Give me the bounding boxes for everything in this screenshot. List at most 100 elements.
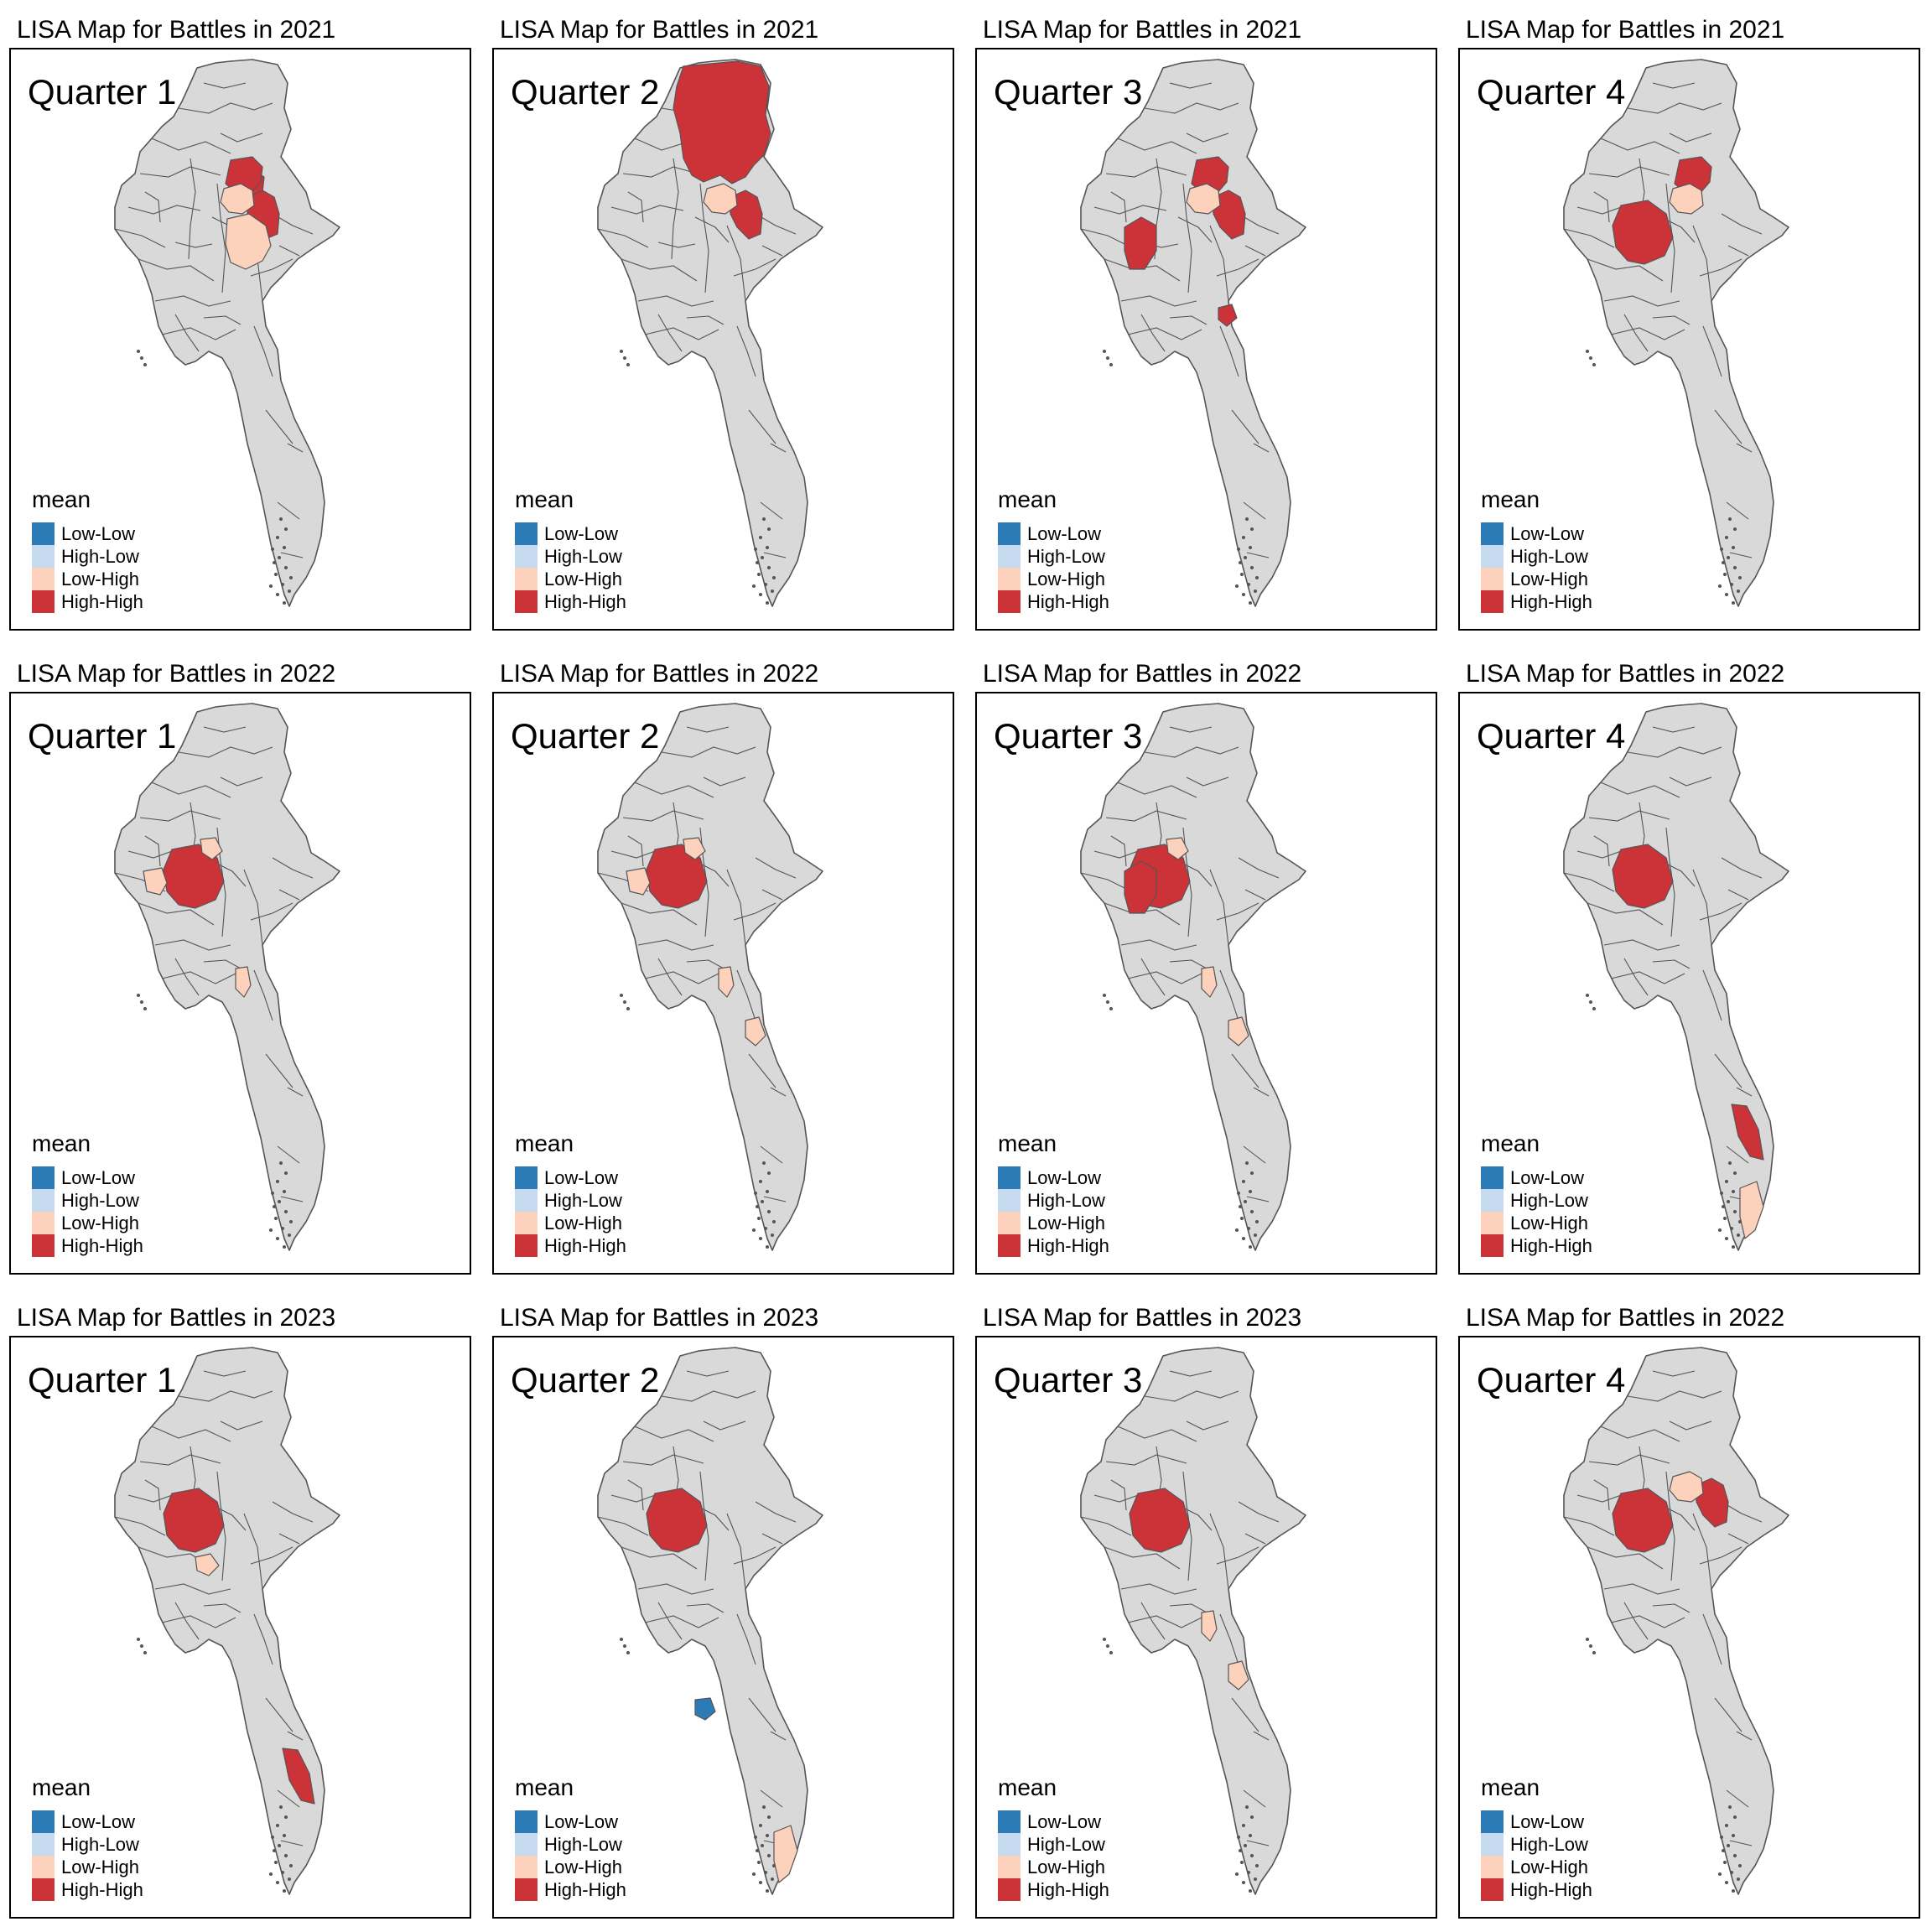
region-sagaing-central [646,1488,708,1553]
lisa-map-panel: LISA Map for Battles in 2021 Quarter 4 m… [1449,0,1932,644]
division-boundary [627,191,644,223]
division-boundary [1209,1513,1229,1590]
division-boundary [694,216,730,243]
island-mark [764,1871,767,1874]
division-boundary [1127,971,1202,984]
division-boundary [634,782,714,798]
island-mark [1738,576,1742,579]
legend-swatch [515,1189,538,1212]
island-mark [1254,589,1257,593]
island-mark [281,1227,284,1230]
division-boundary [138,902,215,926]
island-mark [140,1644,143,1648]
division-boundary [1246,1196,1270,1202]
region-mandalay-north [703,183,738,215]
island-mark [756,561,759,564]
legend-label: Low-Low [1510,1811,1585,1832]
division-boundary [203,959,242,969]
division-boundary [1692,869,1712,946]
island-mark [759,593,762,596]
division-boundary [1727,889,1749,901]
island-mark [274,1217,278,1220]
region-sagaing-central [1612,844,1674,909]
island-mark [1733,527,1737,531]
division-boundary [287,443,304,453]
island-mark [283,1190,286,1193]
island-mark [766,1889,769,1893]
island-mark [761,1200,764,1203]
legend-label: Low-Low [61,1167,136,1188]
island-mark [1247,1227,1250,1230]
division-boundary [1246,1840,1270,1846]
legend-label: Low-High [1027,1857,1105,1877]
division-boundary [1652,726,1696,733]
island-mark [283,546,286,549]
region-kayah [1218,304,1238,327]
region-tanintharyi-north [1731,1104,1764,1161]
legend-swatch [998,1189,1021,1212]
island-mark [1244,1844,1247,1847]
division-boundary [657,1602,683,1640]
division-boundary [1127,1615,1202,1628]
island-mark [271,1836,274,1839]
panel-title: LISA Map for Battles in 2022 [983,660,1302,688]
island-mark [759,1180,762,1183]
legend-items: Low-Low High-Low Low-High High-High [32,1166,143,1257]
island-mark [1723,573,1727,576]
division-boundary [726,1513,746,1590]
map-frame: Quarter 3 mean Low-Low High-Low Low-High Hi… [975,48,1437,631]
division-boundary [621,258,698,282]
island-mark [1727,1200,1730,1203]
panel-title: LISA Map for Battles in 2021 [983,16,1302,44]
legend-label: Low-Low [1510,1167,1585,1188]
legend-swatch [515,1856,538,1878]
division-boundary [761,1533,783,1545]
division-boundary [733,1546,776,1565]
island-mark [766,1834,769,1837]
legend-item: High-Low [32,545,143,568]
myanmar-map [1080,59,1306,607]
panel-title: LISA Map for Battles in 2022 [1466,1304,1785,1332]
division-boundary [1080,1516,1132,1536]
division-boundary [174,242,213,248]
legend-swatch [515,1810,538,1833]
island-mark [281,1871,284,1874]
legend-swatch [998,1833,1021,1856]
division-boundary [1169,82,1213,89]
division-boundary [1105,1454,1187,1466]
division-boundary [1117,782,1197,798]
legend-title: mean [1481,1130,1540,1156]
division-boundary [686,959,724,969]
legend-swatch [515,1166,538,1189]
legend-items: Low-Low High-Low Low-High High-High [1481,522,1592,613]
legend-label: Low-High [61,1213,139,1233]
division-boundary [1729,1840,1753,1846]
panel-title: LISA Map for Battles in 2021 [1466,16,1785,44]
island-mark [273,561,276,564]
island-mark [762,1805,766,1809]
legend-item: High-High [1481,1234,1592,1257]
legend-title: mean [32,1774,91,1800]
island-mark [1592,1007,1596,1010]
division-boundary [1080,228,1132,248]
island-mark [1733,566,1737,569]
island-mark [620,994,623,997]
division-boundary [253,325,273,377]
division-boundary [1623,314,1649,352]
myanmar-map [114,59,340,607]
island-mark [276,1237,279,1240]
legend-item: High-High [1481,1878,1592,1901]
division-boundary [1588,1454,1670,1466]
legend-title: mean [32,486,91,512]
legend-swatch [1481,1234,1504,1257]
island-mark [1592,363,1596,366]
division-boundary [144,191,161,223]
island-mark [289,576,293,579]
region-bago-east [235,966,252,998]
island-mark [1722,1849,1725,1852]
island-mark [283,1889,286,1893]
island-mark [754,1192,757,1195]
legend-label: High-Low [61,1834,139,1855]
division-boundary [661,1390,756,1402]
map-frame: Quarter 2 mean Low-Low High-Low Low-High Hi… [492,1336,954,1919]
